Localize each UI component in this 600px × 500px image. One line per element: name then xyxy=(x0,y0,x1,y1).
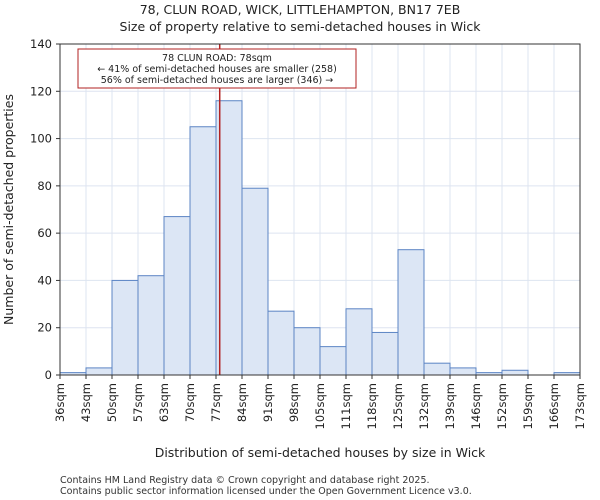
histogram-bar xyxy=(163,216,191,376)
annotation-box xyxy=(77,48,357,89)
chart-title: 78, CLUN ROAD, WICK, LITTLEHAMPTON, BN17… xyxy=(140,2,461,17)
x-tick-label: 70sqm xyxy=(183,383,197,422)
x-axis-ticks: 36sqm 43sqm 50sqm 57sqm 63sqm 70sqm 77sqm 84sqm… xyxy=(53,375,587,429)
x-axis-label: Distribution of semi-detached houses by … xyxy=(155,445,486,460)
footer-line-2: Contains public sector information licen… xyxy=(60,486,472,497)
x-tick-label: 111sqm xyxy=(339,383,353,429)
y-tick-label: 40 xyxy=(37,273,52,287)
y-tick-label: 140 xyxy=(30,37,52,51)
x-tick-label: 166sqm xyxy=(547,383,561,429)
histogram-bar xyxy=(397,249,425,376)
histogram-bar xyxy=(501,369,529,376)
x-tick-label: 91sqm xyxy=(261,383,275,422)
histogram-bar xyxy=(85,367,113,376)
y-tick-label: 80 xyxy=(37,179,52,193)
histogram-bar xyxy=(137,275,165,376)
histogram-bar xyxy=(241,187,269,376)
x-tick-label: 36sqm xyxy=(53,383,67,422)
chart-subtitle: Size of property relative to semi-detach… xyxy=(120,19,482,34)
x-tick-label: 43sqm xyxy=(79,383,93,422)
x-tick-label: 98sqm xyxy=(287,383,301,422)
x-tick-label: 57sqm xyxy=(131,383,145,422)
annotation-line-title: 78 CLUN ROAD: 78sqm xyxy=(162,53,272,64)
histogram-bar xyxy=(111,279,139,376)
x-tick-label: 173sqm xyxy=(573,383,587,429)
histogram-bar xyxy=(423,362,451,376)
x-tick-label: 63sqm xyxy=(157,383,171,422)
y-tick-label: 100 xyxy=(30,132,52,146)
x-tick-label: 132sqm xyxy=(417,383,431,429)
x-tick-label: 50sqm xyxy=(105,383,119,422)
histogram-bar xyxy=(267,310,295,376)
histogram-bar xyxy=(293,327,321,376)
annotation-line-smaller: ← 41% of semi-detached houses are smalle… xyxy=(97,64,337,75)
y-tick-label: 20 xyxy=(37,321,52,335)
y-tick-label: 0 xyxy=(45,368,52,382)
histogram-bar xyxy=(345,308,373,376)
x-tick-label: 159sqm xyxy=(521,383,535,429)
histogram-bar xyxy=(449,367,477,376)
x-tick-label: 105sqm xyxy=(313,383,327,429)
histogram-bar xyxy=(371,331,399,376)
y-tick-label: 60 xyxy=(37,226,52,240)
y-tick-label: 120 xyxy=(30,84,52,98)
y-axis-ticks: 0 20 40 60 80 100 120 140 xyxy=(30,37,60,382)
x-tick-label: 84sqm xyxy=(235,383,249,422)
x-tick-label: 118sqm xyxy=(365,383,379,429)
x-tick-label: 146sqm xyxy=(469,383,483,429)
y-axis-label: Number of semi-detached properties xyxy=(1,94,16,325)
x-tick-label: 77sqm xyxy=(209,383,223,422)
marker-annotation: 78 CLUN ROAD: 78sqm ← 41% of semi-detach… xyxy=(77,48,357,89)
footer-line-1: Contains HM Land Registry data © Crown c… xyxy=(60,475,430,486)
annotation-line-larger: 56% of semi-detached houses are larger (… xyxy=(101,75,334,86)
x-tick-label: 125sqm xyxy=(391,383,405,429)
histogram-bar xyxy=(189,126,217,376)
x-tick-label: 152sqm xyxy=(495,383,509,429)
x-tick-label: 139sqm xyxy=(443,383,457,429)
histogram-bar xyxy=(319,346,347,376)
